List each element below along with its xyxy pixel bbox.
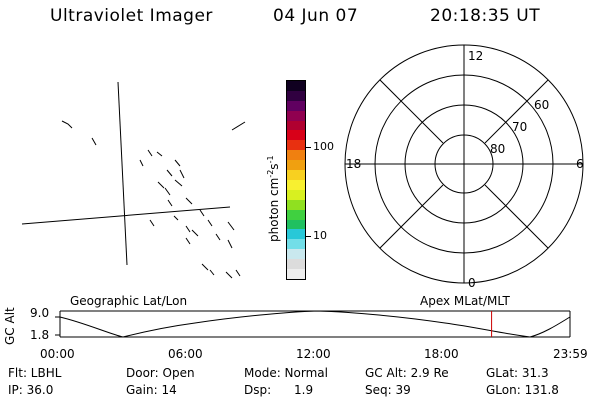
colorbar-tick-label-100: 100: [313, 140, 334, 153]
timeline-label-apex: Apex MLat/MLT: [420, 294, 510, 308]
colorbar-segment: [287, 120, 305, 131]
colorbar-segment: [287, 90, 305, 101]
timeline-x-label-0600: 06:00: [168, 347, 203, 361]
polar-diag-1: [379, 79, 444, 144]
timeline-y-label-min: 1.8: [30, 328, 50, 342]
info-dsp: Dsp: 1.9: [244, 383, 314, 397]
colorbar-segment: [287, 259, 305, 270]
colorbar-segment: [287, 209, 305, 220]
date-label: 04 Jun 07: [273, 6, 359, 26]
timeline-label-geographic: Geographic Lat/Lon: [70, 294, 188, 308]
coastline-fragments: [61, 120, 246, 279]
timeline-x-label-2359: 23:59: [553, 347, 588, 361]
colorbar-segment: [287, 269, 305, 279]
colorbar-segment: [287, 199, 305, 210]
time-label: 20:18:35 UT: [430, 6, 541, 26]
instrument-title: Ultraviolet Imager: [50, 6, 213, 26]
timeline-y-label-max: 9.0: [30, 306, 50, 320]
polar-label-70: 70: [512, 120, 527, 134]
colorbar-segment: [287, 189, 305, 200]
polar-diag-3: [484, 79, 549, 144]
info-flt: Flt: LBHL: [8, 366, 62, 380]
colorbar-segment: [287, 130, 305, 141]
info-ip: IP: 36.0: [8, 383, 54, 397]
timeline-plot: [55, 310, 571, 338]
colorbar-scale: [286, 80, 306, 280]
info-door: Door: Open: [126, 366, 195, 380]
colorbar-segment: [287, 80, 305, 91]
colorbar-segment: [287, 179, 305, 190]
polar-label-6: 6: [576, 157, 584, 171]
colorbar-segment: [287, 249, 305, 260]
timeline-axis-title: GC Alt: [3, 307, 17, 345]
colorbar-segment: [287, 140, 305, 151]
colorbar-segment: [287, 219, 305, 230]
colorbar-segment: [287, 150, 305, 161]
timeline-x-label-1800: 18:00: [424, 347, 459, 361]
info-glat: GLat: 31.3: [486, 366, 549, 380]
polar-label-60: 60: [534, 98, 549, 112]
colorbar-segment: [287, 239, 305, 250]
polar-diag-4: [379, 184, 444, 249]
altitude-curve: [59, 310, 571, 338]
polar-mlat-mlt-plot: 12 18 6 0 60 70 80: [344, 44, 584, 290]
info-mode: Mode: Normal: [244, 366, 328, 380]
info-glon: GLon: 131.8: [486, 383, 559, 397]
parallel-line: [21, 206, 231, 225]
colorbar-segment: [287, 110, 305, 121]
meridian-line: [117, 81, 128, 266]
geographic-map-panel: [21, 81, 246, 279]
polar-label-18: 18: [346, 157, 361, 171]
colorbar-segment: [287, 229, 305, 240]
colorbar-segment: [287, 160, 305, 171]
polar-diag-2: [484, 184, 549, 249]
info-seq: Seq: 39: [365, 383, 411, 397]
colorbar-segment: [287, 170, 305, 180]
info-gc-alt: GC Alt: 2.9 Re: [365, 366, 449, 380]
polar-label-0: 0: [468, 276, 476, 290]
timeline-x-label-0000: 00:00: [40, 347, 75, 361]
colorbar-tick-label-10: 10: [313, 229, 327, 242]
polar-label-80: 80: [490, 142, 505, 156]
colorbar-segment: [287, 100, 305, 111]
colorbar-unit-label: photon cm-2s-1: [266, 155, 281, 242]
colorbar-tick-10: [306, 236, 311, 237]
colorbar-tick-100: [306, 147, 311, 148]
polar-label-12: 12: [468, 49, 483, 63]
timeline-x-label-1200: 12:00: [296, 347, 331, 361]
info-gain: Gain: 14: [126, 383, 177, 397]
